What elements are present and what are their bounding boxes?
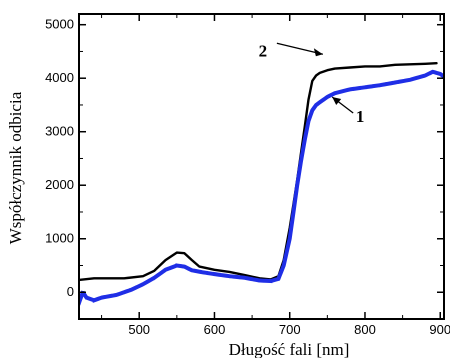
series-line-1 bbox=[79, 69, 444, 306]
plot-area bbox=[79, 62, 444, 306]
x-tick-label: 600 bbox=[204, 322, 226, 337]
annotation-arrowhead-1 bbox=[332, 97, 342, 106]
y-tick-label: 3000 bbox=[45, 124, 74, 139]
series-line-2 bbox=[79, 62, 438, 282]
axes: 500 600 700 800 900 0 1000 2000 3000 4000 5000 bbox=[45, 13, 450, 337]
plot-frame bbox=[78, 13, 445, 320]
y-tick-label: 2000 bbox=[45, 177, 74, 192]
y-axis-label: Współczynnik odbicia bbox=[6, 91, 25, 244]
y-tick-label: 1000 bbox=[45, 231, 74, 246]
x-axis-label: Długość fali [nm] bbox=[229, 340, 350, 358]
x-tick-label: 800 bbox=[354, 322, 376, 337]
y-tick-label: 4000 bbox=[45, 70, 74, 85]
annotations: 21 bbox=[259, 41, 365, 126]
x-tick-label: 700 bbox=[279, 322, 301, 337]
y-tick-label: 0 bbox=[67, 284, 74, 299]
y-tick-label: 5000 bbox=[45, 17, 74, 32]
x-tick-label: 500 bbox=[128, 322, 150, 337]
annotation-label-1: 1 bbox=[356, 107, 365, 126]
annotation-label-2: 2 bbox=[259, 41, 268, 60]
x-tick-label: 900 bbox=[429, 322, 450, 337]
annotation-arrowhead-2 bbox=[313, 48, 323, 57]
